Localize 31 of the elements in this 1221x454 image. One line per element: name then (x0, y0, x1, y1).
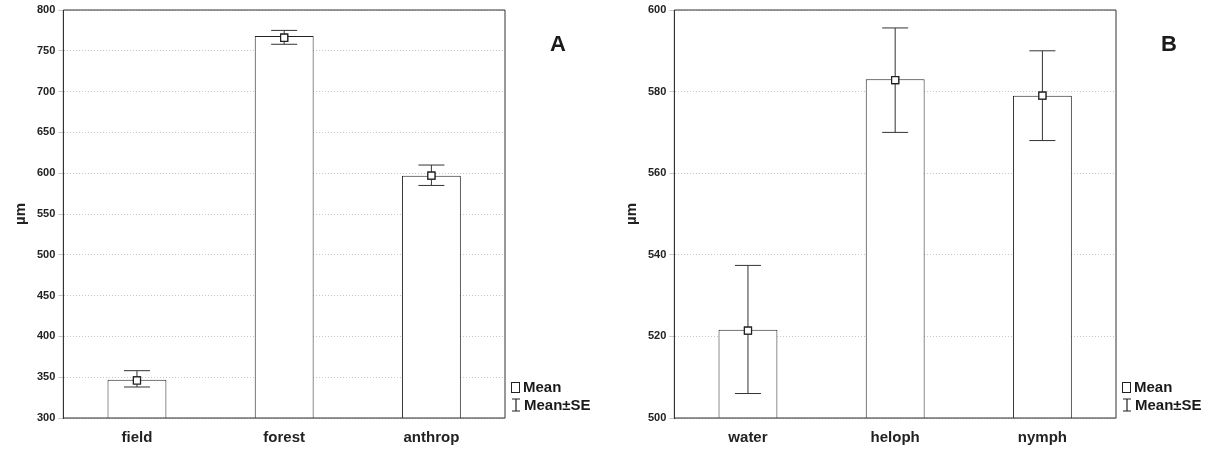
y-tick-label: 550 (36, 207, 56, 220)
text: B (1161, 31, 1177, 57)
y-tick-label: 560 (647, 166, 667, 179)
y-tick-label: 500 (647, 411, 667, 424)
y-tick-label: 500 (36, 247, 56, 260)
x-tick-label: field (121, 428, 153, 446)
x-tick-label: anthrop (403, 428, 460, 446)
y-axis-title: µm (11, 203, 29, 225)
legend-label: Mean (523, 378, 562, 396)
y-tick-label: 300 (36, 411, 56, 424)
y-tick-label: 700 (36, 84, 56, 97)
y-tick-label: 520 (647, 329, 667, 342)
y-tick-label: 450 (36, 288, 56, 301)
y-tick-label: 400 (36, 329, 56, 342)
x-tick-label: nymph (1017, 428, 1067, 446)
text: Mean±SE (524, 396, 591, 414)
x-tick-label: heloph (870, 428, 920, 446)
y-tick-label: 580 (647, 84, 667, 97)
text: Mean±SE (1135, 396, 1202, 414)
y-tick-label: 350 (36, 370, 56, 383)
legend-label: Mean (1134, 378, 1173, 396)
y-tick-label: 800 (36, 3, 56, 16)
y-tick-label: 650 (36, 125, 56, 138)
y-tick-label: 600 (647, 3, 667, 16)
y-tick-label: 540 (647, 247, 667, 260)
text: A (550, 31, 566, 57)
y-axis-title: µm (622, 203, 640, 225)
y-tick-label: 750 (36, 43, 56, 56)
y-tick-label: 600 (36, 166, 56, 179)
x-tick-label: water (727, 428, 768, 446)
x-tick-label: forest (263, 428, 306, 446)
